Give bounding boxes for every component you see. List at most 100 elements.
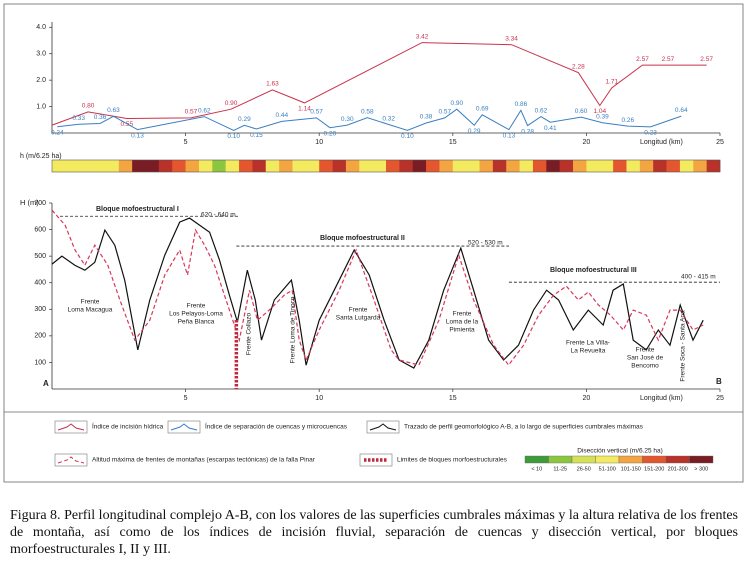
x-tick-label: 20 [583, 395, 591, 402]
strip-cell [305, 160, 320, 172]
data-label: 0.90 [450, 100, 463, 107]
legend-title: Disección vertical (m/6.25 ha) [577, 448, 663, 455]
y-tick-label: 400 [34, 280, 46, 287]
data-label: 0.64 [675, 107, 688, 114]
front-label: Frente Loma de Tinoco [290, 296, 297, 363]
block-range: 620 - 640 m [201, 212, 236, 219]
series-line [51, 42, 707, 126]
data-label: 0.55 [120, 121, 133, 128]
strip-cell [653, 160, 667, 172]
strip-cell [586, 160, 601, 172]
strip-cell [52, 160, 66, 172]
strip-cell [613, 160, 627, 172]
front-label: Frente Soca - Santa Ana [680, 310, 687, 382]
data-label: 0.36 [94, 114, 107, 121]
front-label: Los Pelayos-Loma [169, 311, 223, 318]
data-label: 0.20 [324, 130, 337, 137]
strip-cell [466, 160, 480, 172]
strip-cell [185, 160, 200, 172]
strip-frame [51, 159, 721, 173]
strip-cell [706, 160, 721, 172]
data-label: 0.58 [361, 108, 374, 115]
y-tick-label: 700 [34, 200, 46, 207]
front-label: Pimienta [449, 327, 475, 334]
legend-swatch [571, 455, 596, 464]
strip-cell [426, 160, 440, 172]
strip-cell [65, 160, 80, 172]
legend-swatch [524, 455, 549, 464]
strip-cell [666, 160, 681, 172]
legend-icon-box [54, 420, 88, 434]
y-axis-label: H (m) [20, 198, 39, 207]
front-label: Loma de la [446, 319, 479, 326]
x-tick-label: 25 [716, 139, 724, 146]
block-range: 400 - 415 m [681, 274, 716, 281]
legend-icon-box [366, 420, 400, 434]
legend-swatch [595, 455, 620, 464]
legend-swatch [548, 455, 573, 464]
data-label: 0.29 [238, 116, 251, 123]
data-label: 3.42 [416, 33, 429, 40]
legend-label: Altitud máxima de frentes de montañas (e… [92, 457, 316, 464]
y-tick-label: 2.0 [36, 77, 46, 84]
legend-class-label: 151-200 [644, 466, 664, 472]
strip-cell [145, 160, 160, 172]
legend-class-label: 51-100 [599, 466, 616, 472]
data-label: 2.57 [636, 56, 649, 63]
y-tick-label: 500 [34, 253, 46, 260]
block-range: 520 - 530 m [468, 240, 503, 247]
strip-label: h (m/6.25 ha) [20, 153, 62, 160]
front-label: Frente [453, 311, 472, 318]
data-label: 0.62 [535, 107, 548, 114]
data-label: 0.57 [185, 109, 198, 116]
legend-label: Trazado de perfil geomorfológico A-B, a … [404, 424, 644, 431]
endpoint-label: A [43, 379, 49, 388]
x-axis-label: Longitud (km) [640, 395, 683, 402]
front-label: Frente [81, 299, 100, 306]
front-label: Bencomo [631, 363, 659, 370]
data-label: 0.60 [575, 108, 588, 115]
data-label: 0.86 [515, 101, 528, 108]
x-tick-label: 5 [184, 395, 188, 402]
strip-cell [265, 160, 280, 172]
block-title: Bloque mofoestructural II [320, 235, 405, 242]
data-label: 2.28 [572, 63, 585, 70]
strip-cell [132, 160, 146, 172]
data-label: 0.38 [420, 114, 433, 121]
strip-cell [439, 160, 454, 172]
strip-cell [239, 160, 253, 172]
legend-class-label: > 300 [694, 466, 708, 472]
x-tick-label: 15 [449, 139, 457, 146]
strip-cell [105, 160, 120, 172]
strip-cell [198, 160, 213, 172]
front-label: San José de [627, 355, 664, 362]
figure-frame [3, 3, 744, 483]
data-label: 0.41 [544, 125, 557, 132]
data-label: 1.71 [605, 79, 618, 86]
data-label: 0.80 [82, 103, 95, 110]
data-label: 0.33 [72, 115, 85, 122]
data-label: 0.30 [341, 116, 354, 123]
front-label: Frente [636, 347, 655, 354]
strip-cell [679, 160, 694, 172]
data-label: 0.69 [476, 105, 489, 112]
strip-cell [492, 160, 507, 172]
data-label: 0.26 [621, 117, 634, 124]
strip-cell [532, 160, 547, 172]
data-label: 1.04 [593, 108, 606, 115]
legend-class-label: 11-25 [553, 466, 567, 472]
data-label: 0.13 [503, 132, 516, 139]
x-tick-label: 25 [716, 395, 724, 402]
front-label: La Revuelta [571, 348, 606, 355]
legend-icon [369, 423, 397, 431]
data-label: 0.10 [227, 133, 240, 140]
data-label: 0.13 [131, 132, 144, 139]
front-label: Peña Blanca [178, 319, 215, 326]
strip-cell [599, 160, 614, 172]
data-label: 0.29 [468, 128, 481, 135]
data-label: 0.23 [644, 130, 657, 137]
strip-cell [92, 160, 106, 172]
strip-cell [212, 160, 226, 172]
y-tick-label: 100 [34, 359, 46, 366]
strip-cell [345, 160, 360, 172]
